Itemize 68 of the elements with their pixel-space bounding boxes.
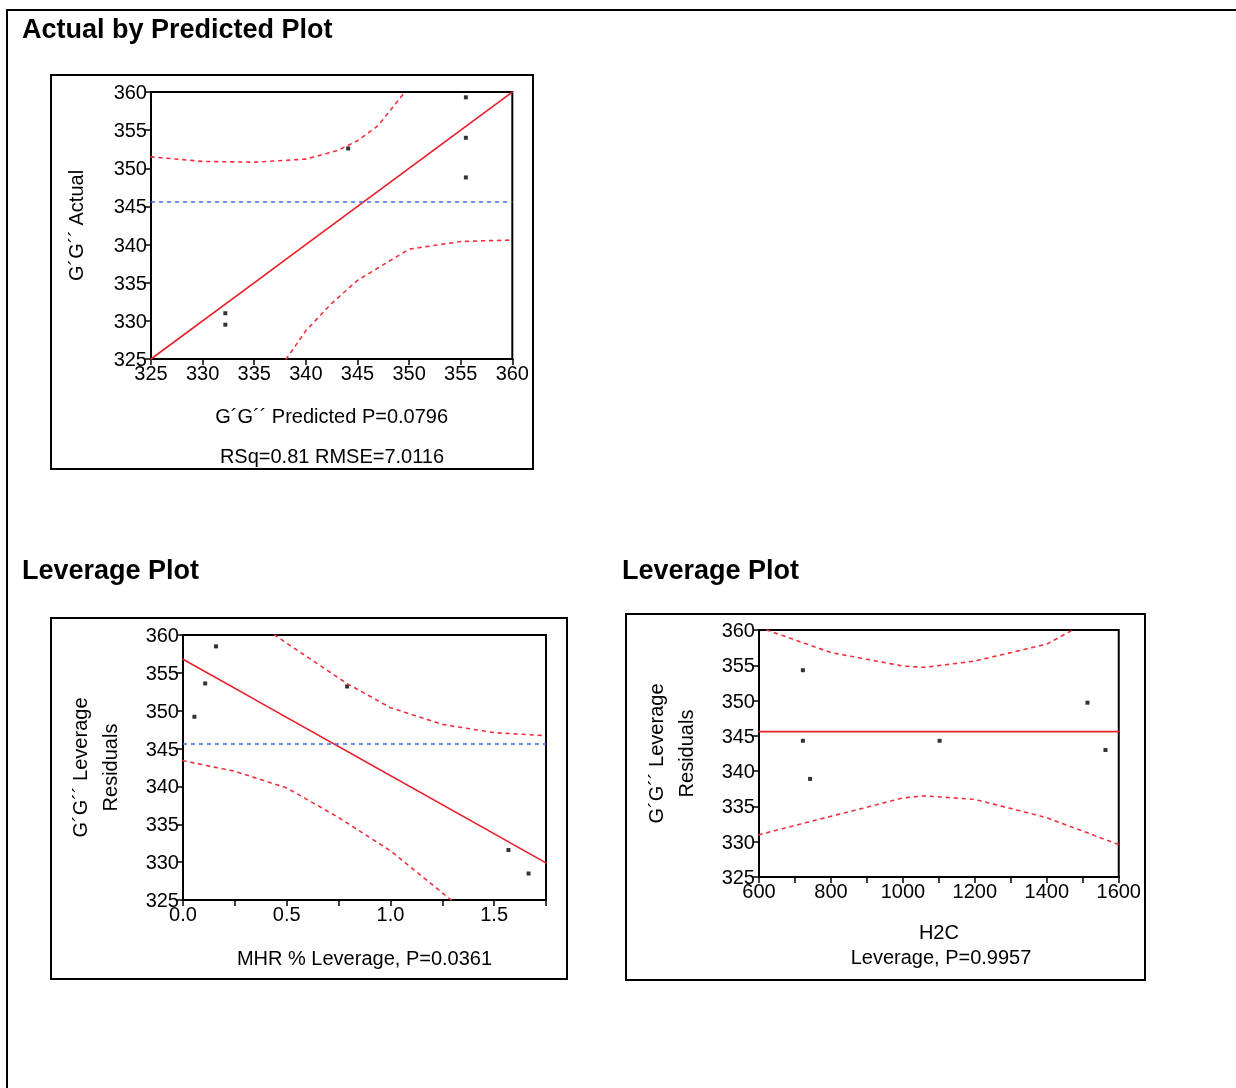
x-tick-label: 340 xyxy=(289,362,323,384)
point xyxy=(937,738,942,743)
chart-title: Actual by Predicted Plot xyxy=(22,14,333,45)
y-tick-label: 335 xyxy=(721,795,755,818)
point xyxy=(463,95,468,100)
line-series xyxy=(758,795,1120,846)
point xyxy=(463,135,468,140)
y-tick-label: 330 xyxy=(145,851,179,874)
x-tick-label: 1000 xyxy=(880,880,926,902)
x-tick-label: 355 xyxy=(444,362,478,384)
y-tick-label: 330 xyxy=(113,309,147,332)
point xyxy=(346,146,351,151)
point xyxy=(800,668,805,673)
y-tick-label: 330 xyxy=(721,830,755,853)
x-tick-label: 1200 xyxy=(952,880,998,902)
text: Leverage, P=0.9957 xyxy=(850,946,1032,968)
y-tick-label: 360 xyxy=(145,624,179,646)
point xyxy=(203,681,208,686)
point xyxy=(506,848,511,853)
y-tick-label: 340 xyxy=(145,775,179,798)
y-tick-label: 355 xyxy=(113,119,147,142)
x-tick-label: 1400 xyxy=(1024,880,1070,902)
line-series xyxy=(182,759,453,901)
y-tick-label: 350 xyxy=(113,157,147,180)
y-tick-label: 345 xyxy=(113,195,147,218)
y-tick-label: 350 xyxy=(145,699,179,722)
point xyxy=(1103,747,1108,752)
y-tick-label: 335 xyxy=(145,813,179,836)
x-tick-label: 330 xyxy=(185,362,220,384)
y-tick-label: 345 xyxy=(721,724,755,747)
x-tick-label: 1600 xyxy=(1096,880,1141,902)
x-tick-label: 335 xyxy=(237,362,271,384)
x-tick-label: 800 xyxy=(814,880,848,902)
x-tick-label: 360 xyxy=(495,362,529,384)
x-tick-label: 1.0 xyxy=(376,903,405,925)
line-series xyxy=(766,629,1074,669)
line-series xyxy=(150,91,406,163)
y-axis-title: G´G´´ Leverage Residuals xyxy=(69,697,121,838)
y-tick-label: 360 xyxy=(721,619,755,641)
chart-title: Leverage Plot xyxy=(622,555,800,586)
y-tick-label: 340 xyxy=(113,233,147,256)
y-tick-label: 345 xyxy=(145,737,179,760)
x-tick-label: 0.5 xyxy=(272,903,301,925)
y-axis-title: G´G´´ Leverage Residuals xyxy=(645,683,697,824)
text: RSq=0.81 RMSE=7.0116 xyxy=(219,445,445,467)
point xyxy=(526,871,531,876)
x-tick-label: 1.5 xyxy=(480,903,509,925)
y-tick-label: 360 xyxy=(113,81,147,103)
y-tick-label: 355 xyxy=(721,654,755,677)
y-axis-title: G´G´´ Actual xyxy=(65,169,87,282)
point xyxy=(800,738,805,743)
y-tick-label: 335 xyxy=(113,271,147,294)
point xyxy=(223,311,228,316)
chart-title: Leverage Plot xyxy=(22,555,200,586)
x-tick-label: 345 xyxy=(340,362,375,384)
point xyxy=(223,322,228,327)
y-tick-label: 350 xyxy=(721,689,755,712)
point xyxy=(808,776,813,781)
x-axis-title: MHR % Leverage, P=0.0361 xyxy=(236,947,493,969)
point xyxy=(213,644,218,649)
y-tick-label: 355 xyxy=(145,661,179,684)
point xyxy=(463,175,468,180)
point xyxy=(192,714,197,719)
y-tick-label: 340 xyxy=(721,760,755,783)
point xyxy=(1085,700,1090,705)
x-axis-title: H2C xyxy=(918,921,959,943)
x-axis-title: G´G´´ Predicted P=0.0796 xyxy=(215,405,449,427)
x-tick-label: 350 xyxy=(392,362,426,384)
